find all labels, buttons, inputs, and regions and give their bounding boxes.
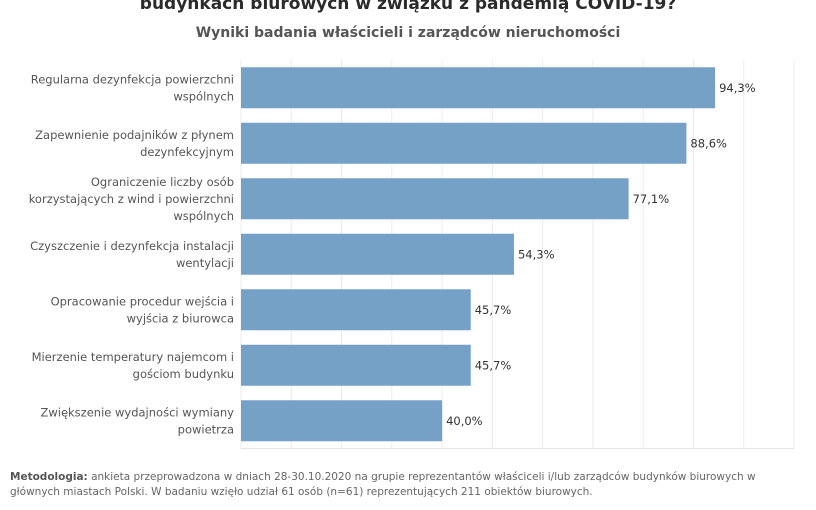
data-label: 94,3% xyxy=(719,81,756,95)
bar xyxy=(241,233,514,275)
data-label: 40,0% xyxy=(446,414,483,428)
category-label: Zapewnienie podajników z płynem dezynfekc… xyxy=(35,128,234,159)
methodology-label: Metodologia: xyxy=(10,471,88,483)
methodology-note: Metodologia: ankieta przeprowadzona w dn… xyxy=(10,470,800,500)
category-label: Opracowanie procedur wejścia i wyjścia z … xyxy=(51,294,234,325)
category-label: Ograniczenie liczby osób korzystających z… xyxy=(29,175,234,223)
category-label: Regularna dezynfekcja powierzchni wspólny… xyxy=(31,72,234,103)
data-label: 54,3% xyxy=(518,247,555,261)
data-label: 45,7% xyxy=(475,358,512,372)
bar xyxy=(241,289,471,331)
data-label: 45,7% xyxy=(475,303,512,317)
bar xyxy=(241,178,629,220)
data-label: 88,6% xyxy=(690,136,727,150)
bar xyxy=(241,344,471,386)
category-label: Zwiększenie wydajności wymiany powietrza xyxy=(40,405,234,436)
chart-title: budynkach biurowych w związku z pandemią… xyxy=(139,0,677,14)
data-label: 77,1% xyxy=(633,192,670,206)
category-label: Mierzenie temperatury najemcom i gościom … xyxy=(32,350,234,381)
bar xyxy=(241,67,716,109)
chart-subtitle: Wyniki badania właścicieli i zarządców n… xyxy=(195,25,621,41)
bar xyxy=(241,400,443,442)
methodology-text: ankieta przeprowadzona w dniach 28-30.10… xyxy=(10,471,756,498)
bar xyxy=(241,122,687,164)
bar-chart: 94,3% Regularna dezynfekcja powierzchni ws… xyxy=(29,60,795,449)
category-label: Czyszczenie i dezynfekcja instalacji went… xyxy=(30,239,234,270)
